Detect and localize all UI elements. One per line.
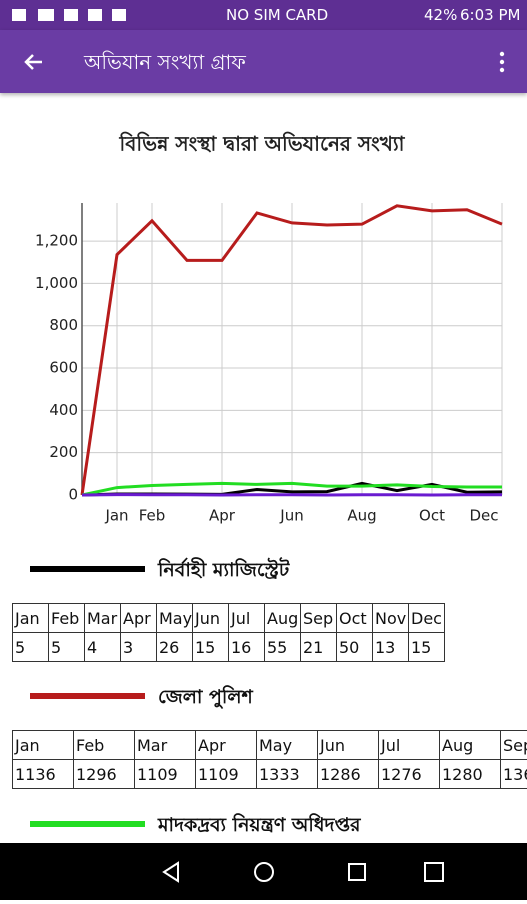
x-tick-label: Jan bbox=[104, 507, 128, 525]
month-cell: Feb bbox=[74, 731, 135, 760]
month-cell: Feb bbox=[49, 604, 85, 633]
month-cell: Mar bbox=[85, 604, 121, 633]
value-cell: 13 bbox=[373, 633, 409, 662]
legend-line bbox=[30, 693, 145, 699]
status-icons bbox=[8, 0, 148, 30]
value-cell: 1109 bbox=[135, 760, 196, 789]
legend-line bbox=[30, 821, 145, 827]
status-bar: NO SIM CARD 42% 6:03 PM bbox=[0, 0, 527, 30]
month-cell: Jun bbox=[193, 604, 229, 633]
month-cell: May bbox=[157, 604, 193, 633]
back-button[interactable] bbox=[22, 50, 46, 74]
value-cell: 26 bbox=[157, 633, 193, 662]
data-table: JanFebMarAprMayJunJulAugSepOctNovDec1136… bbox=[12, 730, 527, 789]
value-cell: 3 bbox=[121, 633, 157, 662]
carrier: NO SIM CARD bbox=[226, 6, 328, 24]
month-cell: May bbox=[257, 731, 318, 760]
nav-buttons bbox=[0, 843, 527, 900]
value-cell: 55 bbox=[265, 633, 301, 662]
y-tick-label: 0 bbox=[68, 486, 78, 504]
value-cell: 1296 bbox=[74, 760, 135, 789]
y-tick-label: 200 bbox=[49, 443, 78, 461]
value-cell: 1333 bbox=[257, 760, 318, 789]
value-cell: 1286 bbox=[318, 760, 379, 789]
value-cell: 1136 bbox=[13, 760, 74, 789]
nav-home[interactable] bbox=[255, 863, 273, 881]
month-cell: Aug bbox=[440, 731, 501, 760]
month-cell: Jan bbox=[13, 731, 74, 760]
legend-item: নির্বাহী ম্যাজিস্ট্রেট bbox=[0, 554, 527, 584]
y-tick-label: 400 bbox=[49, 401, 78, 419]
legend-label: নির্বাহী ম্যাজিস্ট্রেট bbox=[158, 556, 289, 588]
nav-recents[interactable] bbox=[349, 864, 365, 880]
legend-item: জেলা পুলিশ bbox=[0, 681, 527, 711]
value-cell: 16 bbox=[229, 633, 265, 662]
month-cell: Apr bbox=[121, 604, 157, 633]
chart: বিভিন্ন সংস্থা দ্বারা অভিযানের সংখ্যা 0 2… bbox=[0, 93, 527, 533]
value-cell: 21 bbox=[301, 633, 337, 662]
value-cell: 1109 bbox=[196, 760, 257, 789]
month-cell: Jun bbox=[318, 731, 379, 760]
y-tick-label: 600 bbox=[49, 359, 78, 377]
x-tick-label: Jun bbox=[279, 507, 303, 525]
value-cell: 15 bbox=[193, 633, 229, 662]
y-tick-label: 1,000 bbox=[35, 274, 78, 292]
battery: 42% bbox=[424, 6, 457, 24]
content: বিভিন্ন সংস্থা দ্বারা অভিযানের সংখ্যা 0 2… bbox=[0, 93, 527, 843]
value-cell: 1276 bbox=[379, 760, 440, 789]
x-tick-label: Aug bbox=[347, 507, 376, 525]
month-cell: Sep bbox=[301, 604, 337, 633]
x-tick-label: Dec bbox=[469, 507, 498, 525]
x-tick-label: Oct bbox=[419, 507, 445, 525]
month-cell: Dec bbox=[409, 604, 445, 633]
time: 6:03 PM bbox=[460, 6, 520, 24]
x-tick-label: Apr bbox=[209, 507, 236, 525]
month-cell: Sep bbox=[501, 731, 527, 760]
month-cell: Jan bbox=[13, 604, 49, 633]
month-cell: Oct bbox=[337, 604, 373, 633]
value-cell: 50 bbox=[337, 633, 373, 662]
nav-screenshot[interactable] bbox=[425, 863, 443, 881]
nav-bar bbox=[0, 843, 527, 900]
legend-item: মাদকদ্রব্য নিয়ন্ত্রণ অধিদপ্তর bbox=[0, 809, 527, 839]
value-cell: 1367 bbox=[501, 760, 527, 789]
app-title: অভিযান সংখ্যা গ্রাফ bbox=[84, 48, 246, 81]
month-cell: Apr bbox=[196, 731, 257, 760]
value-cell: 1280 bbox=[440, 760, 501, 789]
chart-title: বিভিন্ন সংস্থা দ্বারা অভিযানের সংখ্যা bbox=[119, 132, 406, 156]
value-cell: 5 bbox=[13, 633, 49, 662]
value-cell: 4 bbox=[85, 633, 121, 662]
menu-button[interactable] bbox=[498, 50, 506, 74]
value-cell: 15 bbox=[409, 633, 445, 662]
y-tick-label: 800 bbox=[49, 316, 78, 334]
month-cell: Nov bbox=[373, 604, 409, 633]
y-tick-label: 1,200 bbox=[35, 232, 78, 250]
app-bar: অভিযান সংখ্যা গ্রাফ bbox=[0, 30, 527, 93]
legend-label: মাদকদ্রব্য নিয়ন্ত্রণ অধিদপ্তর bbox=[158, 811, 361, 843]
value-cell: 5 bbox=[49, 633, 85, 662]
legend-line bbox=[30, 566, 145, 572]
month-cell: Jul bbox=[229, 604, 265, 633]
month-cell: Aug bbox=[265, 604, 301, 633]
x-tick-label: Feb bbox=[139, 507, 166, 525]
month-cell: Mar bbox=[135, 731, 196, 760]
nav-back[interactable] bbox=[164, 863, 178, 881]
month-cell: Jul bbox=[379, 731, 440, 760]
legend-label: জেলা পুলিশ bbox=[158, 683, 253, 715]
table-value-row: 1136129611091109133312861276128013671343… bbox=[13, 760, 527, 789]
